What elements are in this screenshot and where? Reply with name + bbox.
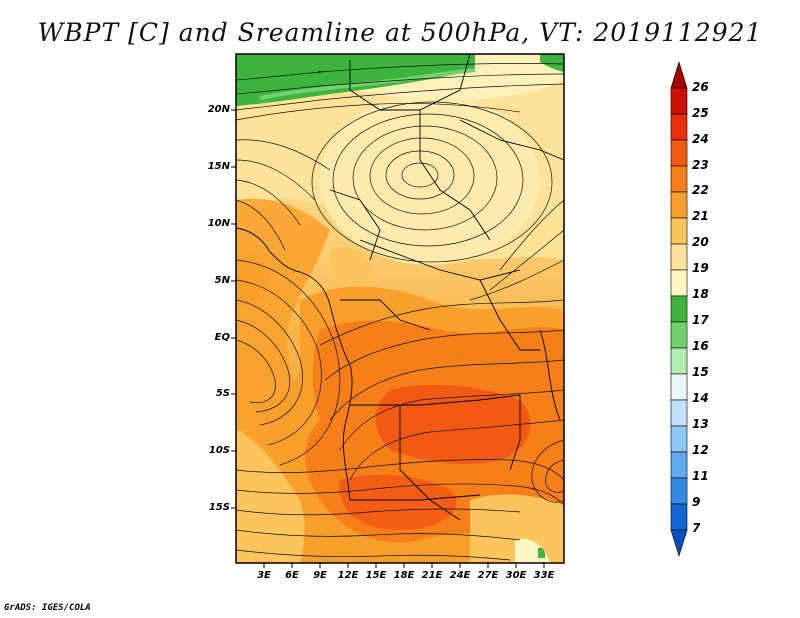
y-tick-label: 10N <box>207 218 230 229</box>
x-tick-label: 3E <box>257 570 271 581</box>
colorbar-segment <box>670 139 688 167</box>
y-tick-label: 15S <box>208 502 230 513</box>
x-tick-label: 30E <box>505 570 527 581</box>
colorbar-label: 12 <box>692 443 709 457</box>
colorbar-segment <box>670 191 688 219</box>
axis-ticks <box>231 109 545 568</box>
x-tick-label: 18E <box>393 570 415 581</box>
colorbar-segment <box>670 243 688 271</box>
colorbar-label: 9 <box>692 495 701 509</box>
plot-frame <box>235 53 565 564</box>
colorbar-label: 14 <box>692 391 709 405</box>
colorbar-label: 24 <box>692 132 709 146</box>
credit-text: GrADS: IGES/COLA <box>4 603 91 613</box>
y-tick-label: 5S <box>215 388 230 399</box>
colorbar-segment <box>670 347 688 375</box>
colorbar-label: 23 <box>692 158 709 172</box>
colorbar-label: 11 <box>692 469 709 483</box>
colorbar-segment <box>670 269 688 297</box>
colorbar-segment <box>670 373 688 401</box>
y-tick-label: 20N <box>207 104 230 115</box>
x-tick-label: 27E <box>477 570 499 581</box>
colorbar-segment <box>670 295 688 323</box>
colorbar-segment <box>670 425 688 453</box>
colorbar-segment <box>670 399 688 427</box>
colorbar-label: 17 <box>692 313 709 327</box>
colorbar-segment <box>670 87 688 115</box>
colorbar-label: 16 <box>692 339 709 353</box>
colorbar-segment <box>670 165 688 193</box>
colorbar-label: 20 <box>692 235 709 249</box>
y-tick-label: 15N <box>207 161 230 172</box>
colorbar-segment <box>670 217 688 245</box>
colorbar-segment <box>670 529 688 558</box>
streamlines <box>236 63 564 561</box>
colorbar-segment <box>670 451 688 479</box>
colorbar-segment <box>670 60 688 89</box>
colorbar-segment <box>670 113 688 141</box>
colorbar-label: 7 <box>692 521 701 535</box>
colorbar-segment <box>670 321 688 349</box>
y-tick-label: 5N <box>214 275 230 286</box>
x-tick-label: 24E <box>449 570 471 581</box>
colorbar-label: 15 <box>692 365 709 379</box>
colorbar-label: 22 <box>692 183 709 197</box>
colorbar <box>670 60 688 558</box>
colorbar-label: 19 <box>692 261 709 275</box>
x-tick-label: 33E <box>533 570 555 581</box>
x-tick-label: 15E <box>365 570 387 581</box>
colorbar-label: 25 <box>692 106 709 120</box>
country-borders <box>236 54 564 521</box>
colorbar-label: 26 <box>692 80 709 94</box>
x-tick-label: 6E <box>285 570 299 581</box>
colorbar-segment <box>670 477 688 505</box>
y-tick-label: 10S <box>208 445 230 456</box>
x-tick-label: 21E <box>421 570 443 581</box>
map-title: WBPT [C] and Sreamline at 500hPa, VT: 20… <box>37 18 763 47</box>
y-tick-label: EQ <box>214 332 230 343</box>
colorbar-segment <box>670 503 688 531</box>
colorbar-label: 21 <box>692 209 709 223</box>
x-tick-label: 9E <box>313 570 327 581</box>
colorbar-label: 13 <box>692 417 709 431</box>
colorbar-label: 18 <box>692 287 709 301</box>
x-tick-label: 12E <box>337 570 359 581</box>
